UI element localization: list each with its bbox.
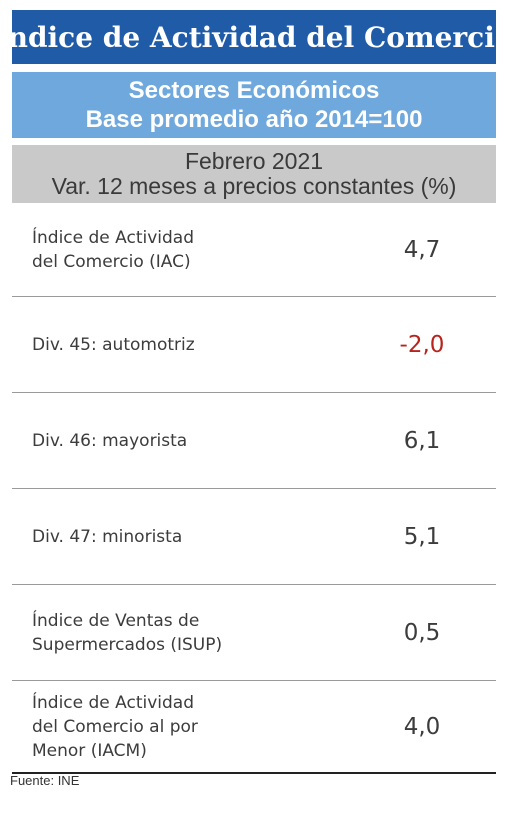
table-row-div47: Div. 47: minorista 5,1 xyxy=(12,489,496,585)
row-label: Div. 47: minorista xyxy=(32,526,183,547)
subtitle-line-2: Base promedio año 2014=100 xyxy=(85,106,423,133)
indicator-table: Índice de Actividad del Comercio (IAC) 4… xyxy=(12,203,496,774)
subtitle-line-1: Sectores Económicos xyxy=(128,77,380,104)
row-value: 0,5 xyxy=(403,619,441,646)
period-bar: Febrero 2021 Var. 12 meses a precios con… xyxy=(12,145,496,203)
row-value: 4,7 xyxy=(403,236,441,263)
period-line-1: Febrero 2021 xyxy=(184,148,324,174)
table-row-div45: Div. 45: automotriz -2,0 xyxy=(12,297,496,393)
period-line-2: Var. 12 meses a precios constantes (%) xyxy=(51,173,457,199)
row-value: 4,0 xyxy=(403,713,441,740)
row-value: 6,1 xyxy=(403,427,441,454)
row-label: Índice de Actividad del Comercio (IAC) xyxy=(32,227,195,272)
table-row-div46: Div. 46: mayorista 6,1 xyxy=(12,393,496,489)
row-label: Div. 46: mayorista xyxy=(32,430,188,451)
table-row-isup: Índice de Ventas de Supermercados (ISUP)… xyxy=(12,585,496,681)
row-label: Índice de Actividad del Comercio al por … xyxy=(32,692,198,761)
table-row-iacm: Índice de Actividad del Comercio al por … xyxy=(12,681,496,774)
title-bar: Índice de Actividad del Comercio xyxy=(0,10,514,64)
table-row-iac: Índice de Actividad del Comercio (IAC) 4… xyxy=(12,203,496,297)
page-title: Índice de Actividad del Comercio xyxy=(0,20,514,54)
row-label: Div. 45: automotriz xyxy=(32,334,195,355)
source-note: Fuente: INE xyxy=(10,773,80,788)
subtitle-bar: Sectores Económicos Base promedio año 20… xyxy=(12,72,496,138)
row-value: 5,1 xyxy=(403,523,441,550)
row-value-negative: -2,0 xyxy=(399,331,445,358)
row-label: Índice de Ventas de Supermercados (ISUP) xyxy=(32,610,223,655)
